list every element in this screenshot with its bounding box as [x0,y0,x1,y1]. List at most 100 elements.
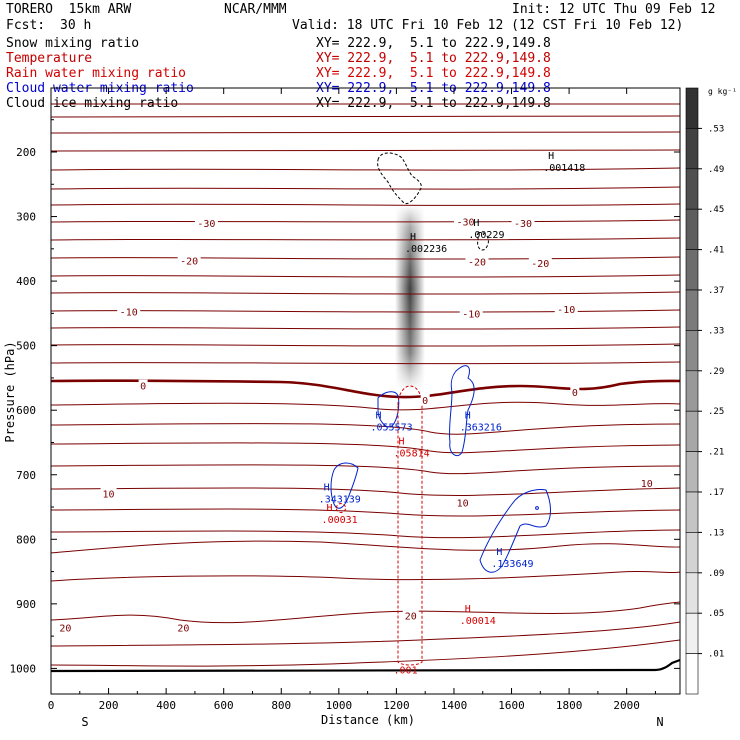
plot-frame [50,87,681,695]
contour-label-bg [454,496,471,508]
maximum-marker: H [548,151,554,162]
y-tick-label: 300 [16,211,36,224]
contour-label-bg [57,621,74,633]
colorbar-label: .37 [708,286,724,296]
cloud-water-contour [330,462,359,509]
temperature-contour-label: 0 [140,382,146,393]
isotherm [51,621,680,647]
isotherm [51,464,680,475]
temperature-contour-label: 0 [422,396,428,407]
isotherm [51,203,680,206]
cloud-water-contour [448,365,475,457]
x-tick-label: 1000 [326,699,353,712]
colorbar-swatch [685,491,699,533]
maximum-marker: H [324,483,330,494]
isotherm [51,540,680,554]
maximum-value-label: .133649 [491,559,533,570]
x-tick-label: 0 [48,699,55,712]
isotherm [51,343,680,347]
y-tick-label: 400 [16,275,36,288]
field-label-temperature: Temperature [6,51,93,66]
isotherm [51,237,680,241]
colorbar-swatch [685,572,699,614]
isotherm [51,487,680,496]
isotherm [51,256,680,260]
snow-shading [395,205,425,390]
maximum-marker: H [465,604,471,615]
valid-time: Valid: 18 UTC Fri 10 Feb 12 (12 CST Fri … [292,18,684,33]
maximum-marker: H [327,503,333,514]
colorbar-label: .49 [708,165,724,175]
contour-label-bg [420,393,430,405]
snow-contour [377,152,422,205]
colorbar-swatch [685,128,699,170]
contour-label-bg [554,302,578,314]
isotherm [51,401,680,411]
contour-label-bg [570,386,580,398]
colorbar-label: .33 [708,326,724,336]
rain-contour [397,385,423,666]
y-axis-label: Pressure (hPa) [3,341,17,442]
contour-label-bg [117,305,141,317]
contour-label-bg [402,609,419,621]
colorbar-label: .09 [708,569,724,579]
isotherm [51,326,680,330]
isotherm [51,219,680,223]
isotherm [51,309,680,313]
colorbar-swatch [685,249,699,291]
contour-label-bg [100,487,117,499]
colorbar-swatch [685,451,699,493]
colorbar-swatch [685,653,699,695]
maximum-marker: H [375,410,381,421]
temperature-contour-label: 20 [177,624,189,635]
isotherm [51,423,680,435]
maximum-value-label: .055573 [370,422,412,433]
colorbar-swatch [685,289,699,331]
temperature-contour-label: -20 [531,259,549,270]
temperature-contour-label: -20 [468,258,486,269]
temperature-contour-label: -30 [197,219,215,230]
maximum-marker: H [399,437,405,448]
colorbar-label: .13 [708,528,724,538]
x-tick-label: 400 [156,699,176,712]
colorbar-swatch [685,168,699,210]
colorbar-label: .01 [708,650,724,660]
maximum-value-label: .363216 [460,422,502,433]
colorbar: .53 .49 .45 .41 .37 .33 .29 .25 .21 .17 .13 .09 .05.… [685,87,724,695]
y-tick-label: 600 [16,404,36,417]
isotherm [51,601,680,624]
contour-label-bg [459,307,483,319]
zero-isotherm [51,379,680,399]
y-tick-label: 500 [16,340,36,353]
colorbar-label: .29 [708,367,724,377]
field-xy-snow: XY= 222.9, 5.1 to 222.9,149.8 [316,36,551,51]
isotherm [51,167,680,171]
temperature-contour-label: -30 [514,219,532,230]
isotherm [51,291,680,295]
x-tick-label: 1600 [498,699,525,712]
maximum-value-label: .001 [394,666,418,677]
center-title: NCAR/MMM [224,2,287,17]
temperature-contour-label: 0 [572,388,578,399]
colorbar-swatch [685,87,699,129]
temperature-contour-label: 10 [457,499,469,510]
x-tick-label: 1400 [441,699,468,712]
cloud-water-contour [377,391,400,428]
isotherm [51,508,680,517]
colorbar-swatch [685,532,699,574]
x-axis-label: Distance (km) [321,713,415,727]
contour-label-bg [453,215,477,227]
colorbar-unit: g kg⁻¹ [708,87,737,96]
south-end-label: S [81,715,88,729]
maximum-marker: H [410,232,416,243]
maximum-marker: H [496,547,502,558]
contour-label-bg [138,379,148,391]
y-tick-label: 200 [16,146,36,159]
colorbar-label: .41 [708,246,724,256]
snow-contour [477,231,489,251]
maximum-value-label: .002236 [405,244,447,255]
contour-label-bg [528,257,552,269]
contour-label-bg [511,217,535,229]
y-tick-label: 800 [16,533,36,546]
forecast-label: Fcst: [6,18,46,33]
